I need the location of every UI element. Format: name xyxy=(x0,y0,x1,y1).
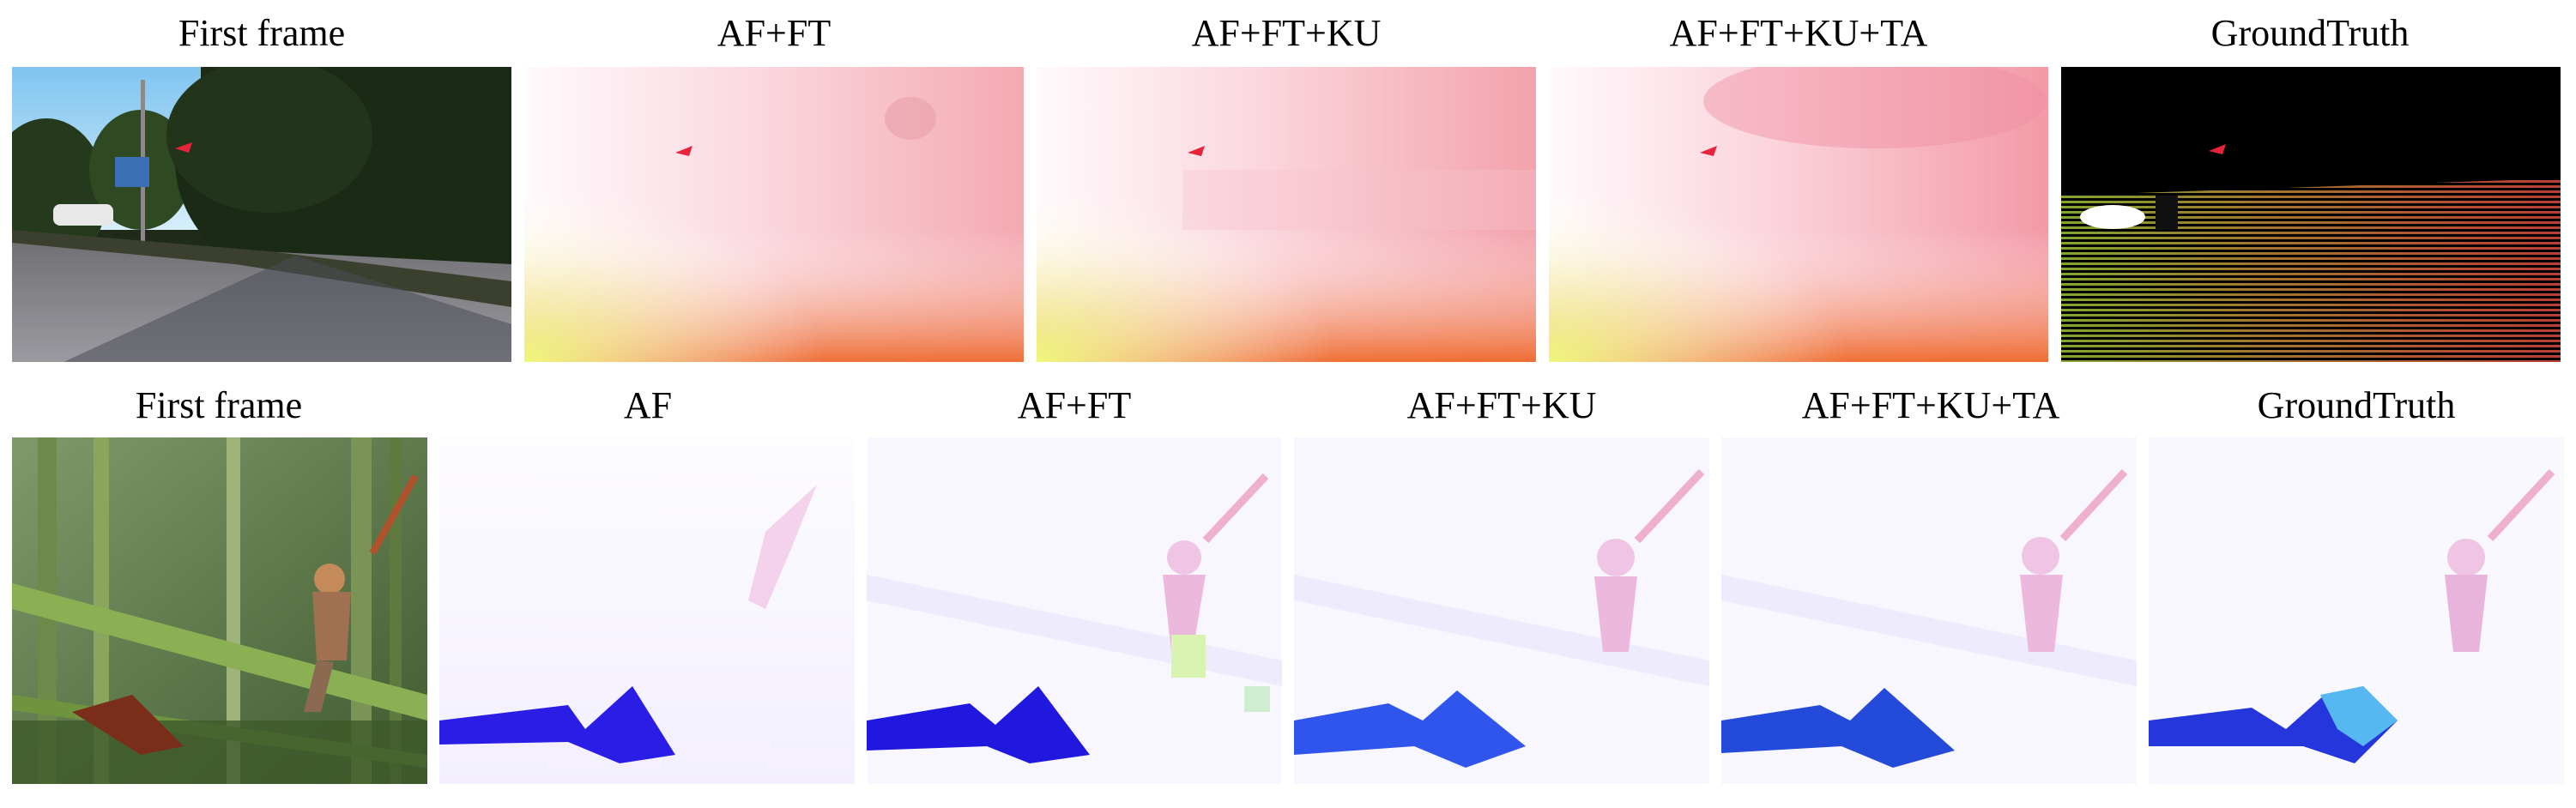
row2-title-ground-truth: GroundTruth xyxy=(2257,384,2456,426)
row1-title-af-ft: AF+FT xyxy=(717,12,831,54)
row1-af-ft-flow-image xyxy=(524,67,1024,362)
row1-title-ground-truth: GroundTruth xyxy=(2210,12,2410,54)
row1-ground-truth-arrow-icon xyxy=(2209,144,2226,154)
row2-af-ft-ku-ta-flow-image xyxy=(1721,437,2137,784)
row1-title-af-ft-ku: AF+FT+KU xyxy=(1191,12,1382,54)
row2-title-af: AF xyxy=(623,384,673,426)
row1-first-frame-image xyxy=(12,67,511,362)
row2-title-af-ft-ku-ta: AF+FT+KU+TA xyxy=(1801,384,2060,426)
row1-af-ft-ku-ta-flow-image xyxy=(1549,67,2048,362)
row1-title-first-frame: First frame xyxy=(178,12,346,54)
row1-ground-truth-image xyxy=(2061,67,2561,362)
row2-title-af-ft: AF+FT xyxy=(1017,384,1132,426)
row1-af-ft-ku-arrow-icon xyxy=(1188,146,1205,156)
row1-first-frame-arrow-icon xyxy=(175,142,192,153)
row2-af-ft-ku-flow-image xyxy=(1294,437,1709,784)
row2-af-ft-flow-image xyxy=(867,437,1282,784)
row1-af-ft-arrow-icon xyxy=(675,146,692,156)
row2-ground-truth-image xyxy=(2149,437,2564,784)
row2-af-flow-image xyxy=(439,437,855,784)
row1-title-af-ft-ku-ta: AF+FT+KU+TA xyxy=(1669,12,1928,54)
row1-af-ft-ku-flow-image xyxy=(1037,67,1536,362)
row1-af-ft-ku-ta-arrow-icon xyxy=(1700,146,1717,156)
row2-first-frame-image xyxy=(12,437,427,784)
row2-title-af-ft-ku: AF+FT+KU xyxy=(1406,384,1597,426)
row2-title-first-frame: First frame xyxy=(135,384,303,426)
